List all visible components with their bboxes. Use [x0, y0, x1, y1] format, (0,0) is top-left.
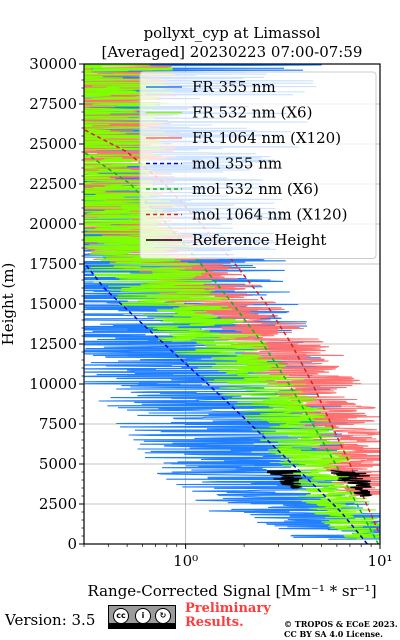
- y-tick-label: 0: [67, 535, 77, 553]
- series-line-3: [84, 261, 368, 544]
- preliminary-notice: Preliminary Results.: [185, 602, 271, 630]
- y-tick-label: 20000: [29, 215, 77, 233]
- legend-box: [139, 71, 377, 259]
- y-tick-label: 25000: [29, 135, 77, 153]
- legend-label: mol 532 nm (X6): [192, 180, 319, 198]
- x-tick-label: 10¹: [367, 552, 392, 570]
- y-tick-label: 15000: [29, 295, 77, 313]
- y-tick-label: 17500: [29, 255, 77, 273]
- series-line-1: [84, 64, 380, 540]
- cc-icon: cc: [113, 608, 129, 624]
- lidar-profile-chart: pollyxt_cyp at Limassol [Averaged] 20230…: [0, 24, 393, 600]
- legend-label: mol 355 nm: [192, 155, 282, 173]
- axes: 0 2500 5000 7500 10000 12500 15000 17500 20000 22…: [29, 55, 392, 570]
- y-tick-label: 7500: [39, 415, 77, 433]
- y-axis-label: Height (m): [0, 263, 17, 346]
- copyright-line2: CC BY SA 4.0 License.: [284, 629, 383, 639]
- legend-label: FR 355 nm: [192, 78, 276, 96]
- y-tick-label: 2500: [39, 495, 77, 513]
- legend-label: FR 532 nm (X6): [192, 104, 312, 122]
- series-reference-height: [266, 470, 303, 489]
- cc-license-badge[interactable]: cc i ↻: [108, 605, 176, 629]
- share-alike-icon: ↻: [155, 608, 171, 624]
- y-tick-label: 27500: [29, 95, 77, 113]
- cc-strip: [109, 623, 175, 628]
- chart-title-line2: [Averaged] 20230223 07:00-07:59: [102, 43, 363, 61]
- y-tick-label: 5000: [39, 455, 77, 473]
- x-tick-label: 10⁰: [173, 552, 198, 570]
- series-reference-height: [330, 469, 373, 497]
- legend-label: FR 1064 nm (X120): [192, 129, 341, 147]
- legend-label: Reference Height: [192, 231, 326, 249]
- preliminary-line2: Results.: [185, 615, 244, 630]
- copyright-notice: © TROPOS & ECoE 2023. CC BY SA 4.0 Licen…: [284, 619, 398, 639]
- y-tick-label: 22500: [29, 175, 77, 193]
- legend: FR 355 nm FR 532 nm (X6) FR 1064 nm (X120)…: [139, 71, 377, 259]
- version-label: Version: 3.5: [5, 611, 96, 629]
- series-line-0: [84, 64, 380, 540]
- attribution-icon: i: [135, 608, 151, 624]
- y-tick-label: 12500: [29, 335, 77, 353]
- chart-title-line1: pollyxt_cyp at Limassol: [144, 24, 321, 42]
- series-line-5: [84, 128, 380, 537]
- legend-label: mol 1064 nm (X120): [192, 206, 347, 224]
- y-tick-label: 30000: [29, 55, 77, 73]
- preliminary-line1: Preliminary: [185, 601, 271, 616]
- copyright-line1: © TROPOS & ECoE 2023.: [284, 619, 398, 629]
- x-axis-label: Range-Corrected Signal [Mm⁻¹ * sr⁻¹]: [87, 582, 376, 600]
- y-tick-label: 10000: [29, 375, 77, 393]
